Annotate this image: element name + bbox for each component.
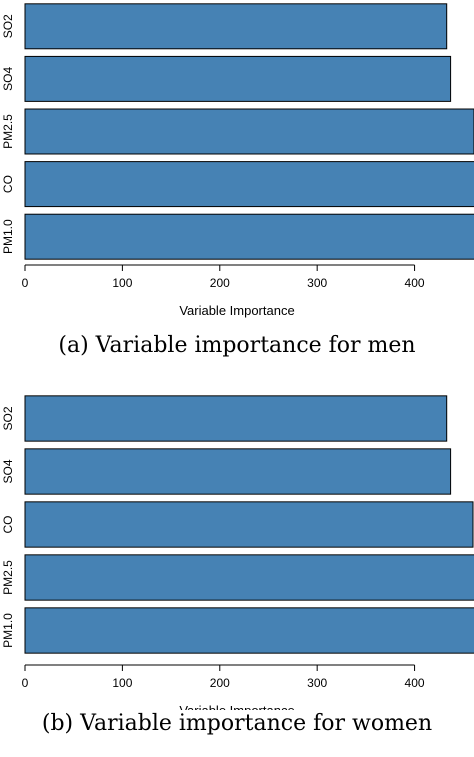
caption-women: (b) Variable importance for women xyxy=(41,711,433,736)
x-tick-label: 100 xyxy=(112,676,132,690)
caption-men: (a) Variable importance for men xyxy=(58,333,416,358)
x-tick-label: 200 xyxy=(210,676,230,690)
bar-pm25 xyxy=(24,108,474,155)
category-label: SO2 xyxy=(1,14,15,38)
x-axis-title: Variable Importance xyxy=(179,703,294,710)
bar-so2 xyxy=(24,395,448,442)
category-label: PM2.5 xyxy=(1,114,15,149)
category-label: SO4 xyxy=(1,459,15,483)
bar-co xyxy=(24,501,474,548)
category-label: PM1.0 xyxy=(1,219,15,254)
category-label: CO xyxy=(1,516,15,534)
chart-panel-women: PM1.0 PM2.5 CO SO4 SO2 0 100 200 300 400 Variable … xyxy=(0,380,474,757)
x-tick-label: 0 xyxy=(22,676,29,690)
category-label: CO xyxy=(1,175,15,193)
bar-so4 xyxy=(24,448,452,495)
bar-chart-men: PM1.0 CO PM2.5 SO4 SO2 0 100 200 300 400 Variable … xyxy=(1,3,474,318)
x-tick-label: 400 xyxy=(405,276,425,290)
x-tick-label: 100 xyxy=(112,276,132,290)
bar-chart-women: PM1.0 PM2.5 CO SO4 SO2 0 100 200 300 400 Variable … xyxy=(1,395,474,710)
x-axis-title: Variable Importance xyxy=(179,303,294,318)
bar-so2 xyxy=(24,3,448,50)
bar-so4 xyxy=(24,55,452,102)
bar-pm10 xyxy=(24,213,474,260)
category-label: PM2.5 xyxy=(1,560,15,595)
category-label: PM1.0 xyxy=(1,613,15,648)
x-tick-label: 300 xyxy=(307,276,327,290)
x-tick-label: 300 xyxy=(307,676,327,690)
x-tick-label: 0 xyxy=(22,276,29,290)
chart-panel-men: PM1.0 CO PM2.5 SO4 SO2 0 100 200 300 400 Variable … xyxy=(0,0,474,370)
category-label: SO2 xyxy=(1,406,15,430)
x-tick-label: 400 xyxy=(405,676,425,690)
bar-pm25 xyxy=(24,554,474,601)
x-tick-label: 200 xyxy=(210,276,230,290)
bar-co xyxy=(24,161,474,208)
category-label: SO4 xyxy=(1,67,15,91)
bar-pm10 xyxy=(24,607,474,654)
